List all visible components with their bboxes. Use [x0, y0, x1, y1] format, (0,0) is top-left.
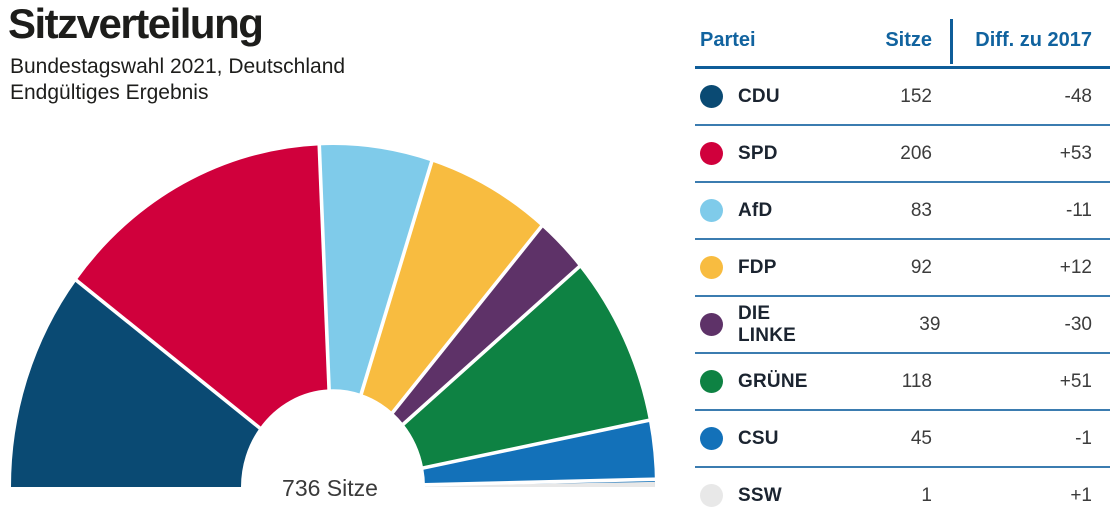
party-diff: -11: [1065, 199, 1092, 221]
party-color-dot: [700, 427, 723, 450]
party-seats: 206: [900, 142, 932, 164]
party-color-dot: [700, 85, 723, 108]
chart-subtitle: Bundestagswahl 2021, Deutschland Endgült…: [10, 54, 345, 106]
party-diff: -1: [1075, 427, 1092, 449]
table-row-spd: SPD 206 +53: [695, 126, 1110, 183]
chart-wedge-afd: [319, 145, 432, 394]
party-diff: -30: [1064, 313, 1092, 335]
chart-wedge-csu: [423, 420, 655, 487]
party-diff: +53: [1059, 142, 1092, 164]
chart-wedge-grüne: [403, 266, 649, 468]
party-color-dot: [700, 313, 723, 336]
party-seats: 39: [919, 313, 941, 335]
results-table: Partei Sitze Diff. zu 2017 CDU 152 -48 S…: [695, 14, 1110, 522]
chart-wedge-fdp: [361, 161, 542, 413]
wedge-separator: [357, 156, 435, 400]
party-diff: +1: [1070, 484, 1092, 506]
wedge-separator: [417, 417, 654, 471]
party-name: SSW: [738, 484, 782, 506]
party-seats: 83: [910, 199, 932, 221]
table-header-row: Partei Sitze Diff. zu 2017: [695, 14, 1110, 69]
total-seats-label: 736 Sitze: [282, 475, 378, 501]
party-seats: 45: [910, 427, 932, 449]
table-row-afd: AfD 83 -11: [695, 183, 1110, 240]
party-seats: 118: [901, 370, 932, 392]
party-color-dot: [700, 256, 723, 279]
header-party: Partei: [700, 28, 756, 51]
wedge-separator: [72, 276, 265, 433]
table-row-cdu: CDU 152 -48: [695, 69, 1110, 126]
table-row-die-linke: DIE LINKE 39 -30: [695, 297, 1110, 354]
party-name: FDP: [738, 256, 777, 278]
chart-wedge-ssw: [424, 481, 655, 487]
party-name: DIE LINKE: [738, 302, 796, 346]
party-diff: +51: [1059, 370, 1092, 392]
header-diff: Diff. zu 2017: [975, 28, 1092, 51]
party-color-dot: [700, 484, 723, 507]
table-row-gruene: GRÜNE 118 +51: [695, 354, 1110, 411]
table-row-csu: CSU 45 -1: [695, 411, 1110, 468]
party-color-dot: [700, 142, 723, 165]
chart-wedge-die-linke: [392, 226, 580, 425]
party-name: CSU: [738, 427, 779, 449]
party-color-dot: [700, 370, 723, 393]
header-column-divider: [950, 19, 953, 64]
party-name: AfD: [738, 199, 773, 221]
wedge-separator: [387, 222, 546, 418]
chart-wedge-spd: [76, 145, 330, 428]
table-row-fdp: FDP 92 +12: [695, 240, 1110, 297]
party-color-dot: [700, 199, 723, 222]
party-name: GRÜNE: [738, 370, 808, 392]
party-seats: 92: [910, 256, 932, 278]
party-name: SPD: [738, 142, 778, 164]
party-diff: -48: [1064, 85, 1092, 107]
subtitle-line-1: Bundestagswahl 2021, Deutschland: [10, 55, 346, 78]
table-row-ssw: SSW 1 +1: [695, 468, 1110, 522]
chart-wedge-cdu: [11, 280, 260, 487]
seat-distribution-chart: [11, 141, 659, 487]
wedge-separator: [317, 141, 332, 395]
party-seats: 1: [921, 484, 932, 506]
party-seats: 152: [900, 85, 932, 107]
page-title: Sitzverteilung: [8, 0, 264, 47]
wedge-separator: [398, 262, 584, 429]
party-diff: +12: [1059, 256, 1092, 278]
subtitle-line-2: Endgültiges Ergebnis: [10, 81, 209, 104]
wedge-separator: [419, 477, 659, 487]
party-name: CDU: [738, 85, 780, 107]
header-seats: Sitze: [885, 28, 932, 51]
